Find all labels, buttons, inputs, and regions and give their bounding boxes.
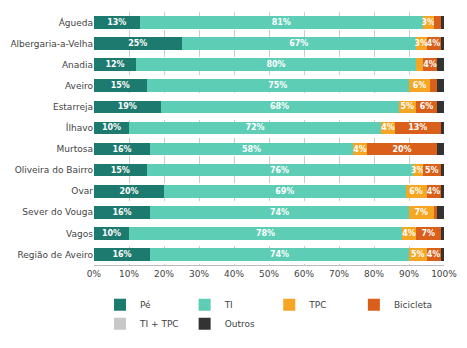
svg-text:4%: 4% — [353, 145, 367, 154]
svg-text:6%: 6% — [409, 187, 423, 196]
svg-text:67%: 67% — [289, 39, 308, 48]
svg-text:Águeda: Águeda — [59, 17, 93, 28]
svg-text:74%: 74% — [270, 208, 289, 217]
svg-text:13%: 13% — [107, 18, 126, 27]
svg-text:TI: TI — [224, 300, 233, 310]
svg-text:5%: 5% — [425, 166, 439, 175]
svg-text:80%: 80% — [266, 60, 285, 69]
svg-text:69%: 69% — [275, 187, 294, 196]
svg-text:74%: 74% — [270, 250, 289, 259]
svg-text:Oliveira do Bairro: Oliveira do Bairro — [15, 165, 94, 175]
svg-text:70%: 70% — [329, 269, 349, 279]
svg-text:Ílhavo: Ílhavo — [66, 122, 94, 133]
svg-text:Bicicleta: Bicicleta — [394, 300, 432, 310]
svg-text:TPC: TPC — [308, 300, 326, 310]
svg-text:20%: 20% — [392, 145, 411, 154]
svg-text:10%: 10% — [102, 123, 121, 132]
svg-text:60%: 60% — [294, 269, 314, 279]
svg-text:Vagos: Vagos — [66, 229, 93, 239]
svg-text:20%: 20% — [154, 269, 174, 279]
svg-text:15%: 15% — [111, 81, 130, 90]
svg-text:15%: 15% — [111, 166, 130, 175]
svg-text:12%: 12% — [105, 60, 124, 69]
svg-text:0%: 0% — [87, 269, 102, 279]
svg-text:25%: 25% — [128, 39, 147, 48]
svg-text:4%: 4% — [427, 250, 441, 259]
svg-text:Murtosa: Murtosa — [57, 144, 93, 154]
svg-text:16%: 16% — [112, 145, 131, 154]
svg-text:3%: 3% — [421, 18, 435, 27]
svg-text:81%: 81% — [272, 18, 291, 27]
svg-text:80%: 80% — [364, 269, 384, 279]
svg-text:7%: 7% — [421, 229, 435, 238]
svg-text:10%: 10% — [119, 269, 139, 279]
svg-text:6%: 6% — [420, 102, 434, 111]
svg-text:Outros: Outros — [225, 319, 255, 329]
svg-text:TI + TPC: TI + TPC — [139, 319, 179, 329]
svg-text:68%: 68% — [270, 102, 289, 111]
svg-text:Sever do Vouga: Sever do Vouga — [22, 207, 93, 217]
svg-text:Anadia: Anadia — [62, 60, 93, 70]
svg-text:7%: 7% — [414, 208, 428, 217]
svg-text:4%: 4% — [427, 187, 441, 196]
svg-text:13%: 13% — [408, 123, 427, 132]
svg-text:72%: 72% — [245, 123, 264, 132]
svg-text:Estarreja: Estarreja — [53, 102, 93, 112]
svg-text:16%: 16% — [112, 250, 131, 259]
svg-text:4%: 4% — [427, 39, 441, 48]
svg-text:Albergaria-a-Velha: Albergaria-a-Velha — [10, 39, 93, 49]
svg-text:30%: 30% — [189, 269, 209, 279]
svg-text:19%: 19% — [118, 102, 137, 111]
svg-text:50%: 50% — [259, 269, 279, 279]
svg-text:75%: 75% — [268, 81, 287, 90]
svg-text:10%: 10% — [102, 229, 121, 238]
svg-text:Aveiro: Aveiro — [65, 81, 93, 91]
svg-text:100%: 100% — [431, 269, 457, 279]
svg-text:3%: 3% — [414, 39, 428, 48]
svg-text:4%: 4% — [381, 123, 395, 132]
svg-text:4%: 4% — [402, 229, 416, 238]
svg-text:4%: 4% — [423, 60, 437, 69]
svg-text:90%: 90% — [399, 269, 419, 279]
svg-text:58%: 58% — [242, 145, 261, 154]
svg-text:40%: 40% — [224, 269, 244, 279]
svg-text:Ovar: Ovar — [71, 186, 93, 196]
svg-text:5%: 5% — [411, 250, 425, 259]
svg-text:Região de Aveiro: Região de Aveiro — [17, 250, 93, 260]
svg-text:78%: 78% — [256, 229, 275, 238]
svg-text:5%: 5% — [400, 102, 414, 111]
svg-text:Pé: Pé — [140, 300, 151, 310]
svg-text:16%: 16% — [112, 208, 131, 217]
svg-text:3%: 3% — [411, 166, 425, 175]
svg-text:20%: 20% — [119, 187, 138, 196]
svg-text:76%: 76% — [270, 166, 289, 175]
svg-text:6%: 6% — [413, 81, 427, 90]
